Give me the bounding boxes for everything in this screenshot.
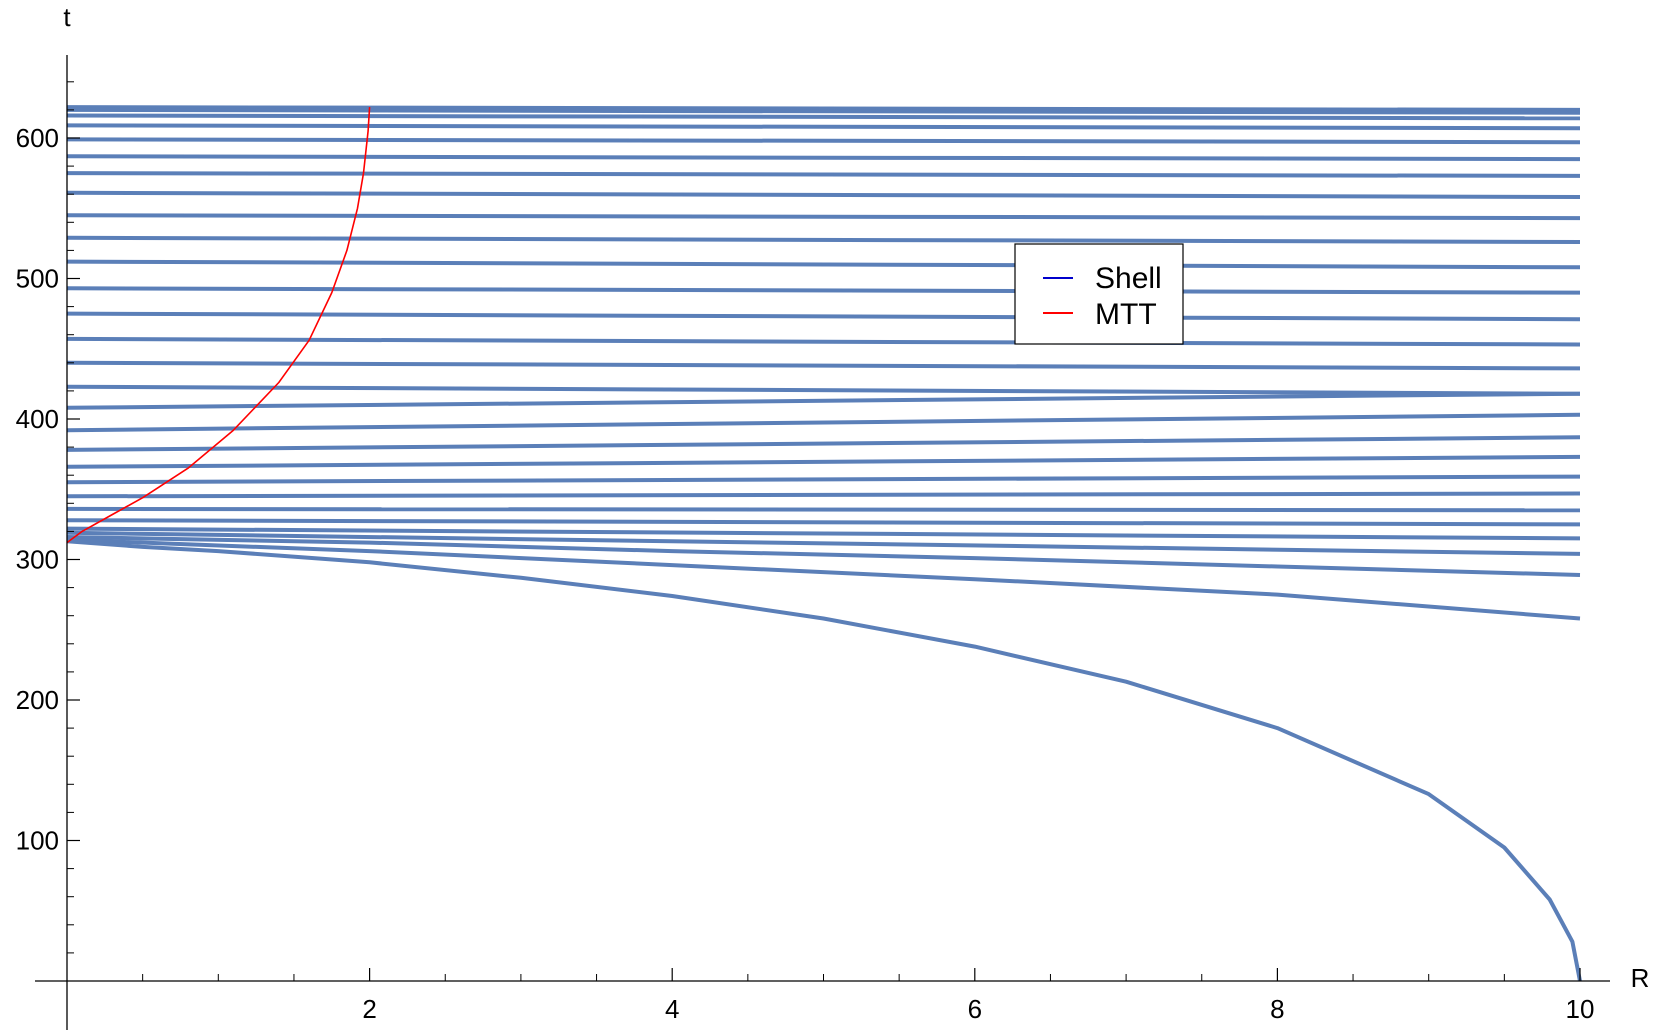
shell-curve-20: [66, 213, 1581, 221]
shell-curve-2: [66, 535, 1581, 577]
shell-curve-4: [66, 526, 1581, 541]
shell-curve-7: [66, 491, 1581, 499]
y-tick-label: 200: [16, 685, 59, 715]
shell-curve-3: [66, 530, 1581, 556]
axes: 2 4 6 8 10 100 200 300 400 500 600: [16, 55, 1610, 1030]
shell-curve-28: [66, 105, 1581, 112]
shell-curve-27: [66, 107, 1581, 115]
shell-curve-18: [66, 259, 1581, 270]
legend-box: [1014, 243, 1184, 345]
legend-label-mtt: MTT: [1095, 298, 1157, 331]
y-axis-label: t: [63, 2, 71, 32]
shell-curve-24: [66, 137, 1581, 145]
legend-label-shell: Shell: [1095, 262, 1162, 295]
x-tick-label: 4: [665, 994, 679, 1024]
shell-curve-8: [66, 474, 1581, 485]
x-tick-label: 8: [1270, 994, 1284, 1024]
x-tick-label: 2: [362, 994, 376, 1024]
y-tick-label: 300: [16, 545, 59, 575]
y-tick-label: 100: [16, 826, 59, 856]
shell-curve-5: [66, 518, 1581, 527]
shell-curve-21: [66, 190, 1581, 199]
x-tick-label: 10: [1566, 994, 1595, 1024]
shell-curve-26: [66, 113, 1581, 121]
shell-curve-23: [66, 154, 1581, 162]
legend: Shell MTT: [1014, 243, 1184, 345]
y-tick-label: 400: [16, 404, 59, 434]
shell-curve-9: [66, 454, 1581, 469]
series-layer: [66, 105, 1582, 982]
shell-curve-16: [66, 311, 1581, 322]
shell-curve-15: [66, 336, 1581, 347]
shell-curve-1: [66, 537, 1581, 621]
shell-curve-25: [66, 123, 1581, 131]
shell-curve-11: [66, 412, 1581, 433]
shell-curve-12: [66, 391, 1581, 410]
y-tick-label: 500: [16, 264, 59, 294]
shell-curve-17: [66, 286, 1581, 295]
shell-curve-14: [66, 360, 1581, 371]
shell-curve-6: [66, 506, 1581, 513]
x-tick-label: 6: [968, 994, 982, 1024]
shell-curve-0: [66, 539, 1582, 982]
x-axis-label: R: [1631, 963, 1650, 993]
shell-curve-19: [66, 235, 1581, 244]
shell-curve-22: [66, 171, 1581, 178]
mtt-curve: [66, 107, 371, 544]
shell-curve-10: [66, 435, 1581, 452]
y-tick-label: 600: [16, 123, 59, 153]
shell-curve-13: [66, 384, 1581, 396]
